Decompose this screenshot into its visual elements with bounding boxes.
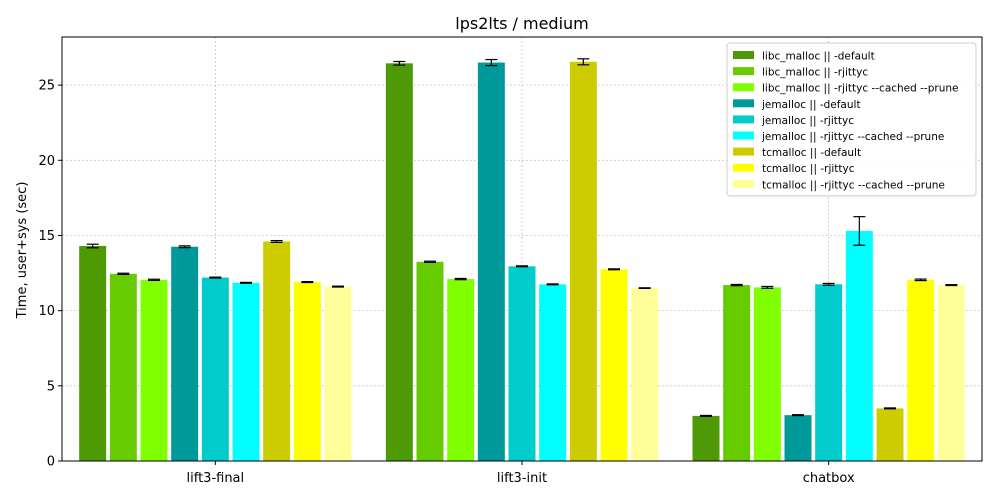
bar [631,288,659,461]
bar [477,62,505,462]
legend-label: libc_malloc || -rjittyc --cached --prune [762,83,958,95]
legend-label: jemalloc || -rjittyc --cached --prune [761,131,944,143]
x-tick-label: lift3-init [497,471,547,486]
bar [723,285,751,461]
bars [79,61,965,462]
y-tick-label: 10 [38,304,55,319]
bar [385,63,413,461]
y-tick-label: 20 [38,154,55,169]
bar [171,246,199,461]
bar [753,287,781,461]
x-tick-label: lift3-final [187,471,245,486]
bar [447,279,475,461]
legend-label: libc_malloc || -rjittyc [762,67,868,79]
bar [937,285,965,461]
legend-label: jemalloc || -rjittyc [761,115,854,127]
bar [508,266,536,461]
bar [140,279,168,461]
y-axis-label: Time, user+sys (sec) [15,182,30,320]
bar [293,282,321,461]
legend-label: libc_malloc || -default [762,51,875,63]
legend-swatch [733,131,754,140]
legend-label: tcmalloc || -rjittyc [762,163,855,175]
legend-swatch [733,83,754,92]
legend-swatch [733,99,754,108]
bar [784,415,812,461]
bar [232,282,260,461]
legend-label: jemalloc || -default [761,99,861,111]
bar [109,273,137,461]
bar [539,284,567,461]
y-tick-label: 0 [47,455,55,470]
legend-swatch [733,179,754,188]
bar [845,230,873,461]
y-tick-label: 25 [38,79,55,94]
legend-swatch [733,51,754,59]
legend-swatch [733,67,754,76]
bar [815,284,843,461]
bar [600,269,628,461]
legend-swatch [733,147,754,156]
chart-title: lps2lts / medium [455,14,589,33]
bar [876,408,904,461]
legend-box [726,42,977,197]
legend: libc_malloc || -default libc_malloc || -r… [726,42,977,197]
bar [263,241,291,461]
y-tick-label: 5 [47,379,55,394]
legend-swatch [733,115,754,124]
axes: 0 5 10 15 20 25 lift3-final lift3-init chatbox [38,79,854,486]
legend-swatch [733,163,754,172]
bar [416,261,444,461]
bar [907,279,935,461]
error-bars [86,58,958,417]
bar [324,286,352,461]
bar [79,245,107,461]
legend-label: tcmalloc || -default [762,147,861,159]
x-tick-label: chatbox [803,471,855,486]
bar [692,415,720,461]
y-tick-label: 15 [38,229,55,244]
bar [569,61,597,462]
legend-label: tcmalloc || -rjittyc --cached --prune [762,179,945,191]
bar [201,277,229,461]
